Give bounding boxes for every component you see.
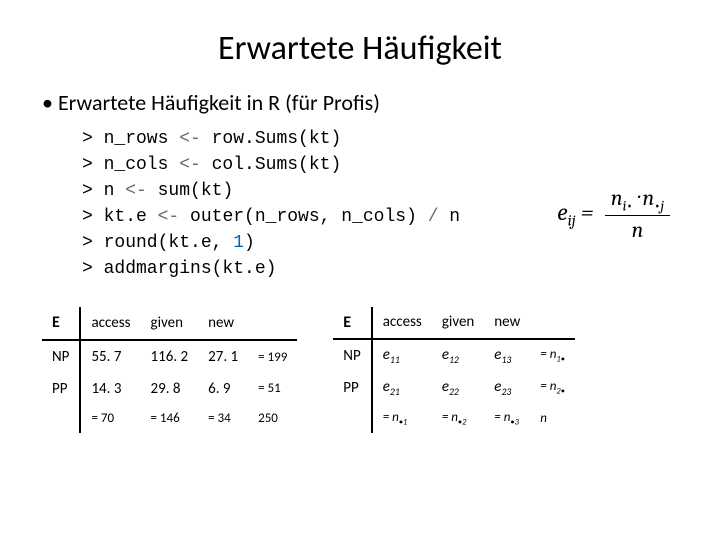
table-values: E access given new NP 55. 7 116. 2 27. 1… — [42, 307, 297, 434]
formula: eij = ni• · n•j n — [557, 185, 670, 243]
table-symbolic: E access given new NP e11 e12 e13 = n1• … — [333, 307, 575, 434]
table-corner: E — [333, 307, 371, 339]
tables-row: E access given new NP 55. 7 116. 2 27. 1… — [42, 307, 680, 434]
slide-title: Erwartete Häufigkeit — [40, 28, 680, 69]
table-corner: E — [42, 307, 80, 341]
bullet-text: Erwartete Häufigkeit in R (für Profis) — [42, 89, 680, 116]
